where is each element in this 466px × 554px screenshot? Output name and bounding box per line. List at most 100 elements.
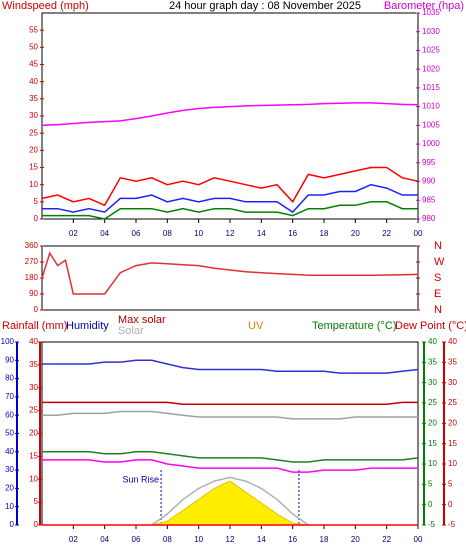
series-line <box>42 459 418 473</box>
tick-label: 10 <box>29 474 38 483</box>
tick-label: W <box>434 256 445 268</box>
tick-label: -5 <box>448 520 456 529</box>
temperature-label: Temperature (°C) <box>312 320 396 332</box>
tick-label: N <box>434 304 442 316</box>
tick-label: 5 <box>428 479 433 488</box>
series-line <box>42 410 418 420</box>
tick-label: 55 <box>29 25 38 34</box>
tick-label: 40 <box>448 337 457 346</box>
tick-label: S <box>434 272 441 284</box>
tick-label: 30 <box>29 111 38 120</box>
barometer-label: Barometer (hpa) <box>384 0 464 12</box>
x-tick-label: 22 <box>382 535 391 544</box>
tick-label: 1005 <box>422 120 440 129</box>
uv-label: UV <box>248 320 264 332</box>
tick-label: 30 <box>428 378 437 387</box>
tick-label: 0 <box>448 500 453 509</box>
x-tick-label: 06 <box>132 229 141 238</box>
x-tick-label: 14 <box>257 535 266 544</box>
x-tick-label: 14 <box>257 229 266 238</box>
tick-label: 10 <box>428 459 437 468</box>
tick-label: 70 <box>5 392 14 401</box>
tick-label: 30 <box>5 465 14 474</box>
tick-label: 990 <box>422 177 436 186</box>
tick-label: 25 <box>29 128 38 137</box>
x-tick-label: 02 <box>69 229 78 238</box>
tick-label: 5 <box>34 497 39 506</box>
tick-label: 90 <box>29 289 38 298</box>
tick-label: E <box>434 288 441 300</box>
x-tick-label: 12 <box>226 535 235 544</box>
tick-label: 985 <box>422 195 436 204</box>
x-tick-label: 18 <box>320 229 329 238</box>
tick-label: 5 <box>448 479 453 488</box>
x-tick-label: 04 <box>100 229 109 238</box>
tick-label: 1010 <box>422 102 440 111</box>
tick-label: 1000 <box>422 139 440 148</box>
tick-label: 15 <box>428 439 437 448</box>
tick-label: 0 <box>10 520 15 529</box>
tick-label: 30 <box>448 378 457 387</box>
tick-label: 1015 <box>422 83 440 92</box>
tick-label: 40 <box>29 337 38 346</box>
series-line <box>42 451 419 463</box>
tick-label: 30 <box>29 383 38 392</box>
x-tick-label: 20 <box>351 229 360 238</box>
x-tick-label: 16 <box>288 535 297 544</box>
tick-label: 25 <box>428 398 437 407</box>
windspeed-label: Windspeed (mph) <box>2 0 89 12</box>
x-tick-label: 08 <box>163 535 172 544</box>
x-tick-label: 22 <box>382 229 391 238</box>
tick-label: 980 <box>422 214 436 223</box>
tick-label: 100 <box>1 337 15 346</box>
tick-label: 1020 <box>422 64 440 73</box>
tick-label: 45 <box>29 60 38 69</box>
x-tick-label: 04 <box>100 535 109 544</box>
tick-label: 10 <box>5 502 14 511</box>
x-tick-label: 00 <box>414 229 423 238</box>
tick-label: 10 <box>29 180 38 189</box>
series-line <box>151 476 309 526</box>
tick-label: 20 <box>448 418 457 427</box>
tick-label: 20 <box>5 484 14 493</box>
series-line <box>41 251 419 295</box>
tick-label: 995 <box>422 158 436 167</box>
tick-label: 270 <box>25 257 39 266</box>
tick-label: 80 <box>5 374 14 383</box>
x-tick-label: 10 <box>194 535 203 544</box>
tick-label: 35 <box>428 357 437 366</box>
x-tick-label: 00 <box>414 535 423 544</box>
x-tick-label: 10 <box>194 229 203 238</box>
tick-label: 360 <box>25 241 39 250</box>
x-tick-label: 12 <box>226 229 235 238</box>
x-tick-label: 20 <box>351 535 360 544</box>
tick-label: 15 <box>29 451 38 460</box>
series-line <box>42 359 419 374</box>
solar-label: Solar <box>118 325 144 337</box>
x-tick-label: 08 <box>163 229 172 238</box>
tick-label: 25 <box>448 398 457 407</box>
tick-label: 0 <box>34 520 39 529</box>
series-line <box>41 166 419 207</box>
x-tick-label: 18 <box>320 535 329 544</box>
tick-label: 35 <box>448 357 457 366</box>
tick-label: 0 <box>34 214 39 223</box>
rainfall-label: Rainfall (mm) <box>2 320 67 332</box>
tick-label: 0 <box>34 305 39 314</box>
sunrise-label: Sun Rise <box>123 474 160 484</box>
tick-label: 90 <box>5 355 14 364</box>
tick-label: -5 <box>428 520 436 529</box>
series-line <box>41 102 419 127</box>
tick-label: N <box>434 240 442 252</box>
tick-label: 40 <box>29 77 38 86</box>
series-line <box>42 401 418 405</box>
dew-point-label: Dew Point (°C) <box>395 320 466 332</box>
tick-label: 0 <box>428 500 433 509</box>
tick-label: 25 <box>29 406 38 415</box>
tick-label: 50 <box>29 42 38 51</box>
x-tick-label: 02 <box>69 535 78 544</box>
tick-label: 35 <box>29 360 38 369</box>
tick-label: 20 <box>428 418 437 427</box>
tick-label: 20 <box>29 145 38 154</box>
